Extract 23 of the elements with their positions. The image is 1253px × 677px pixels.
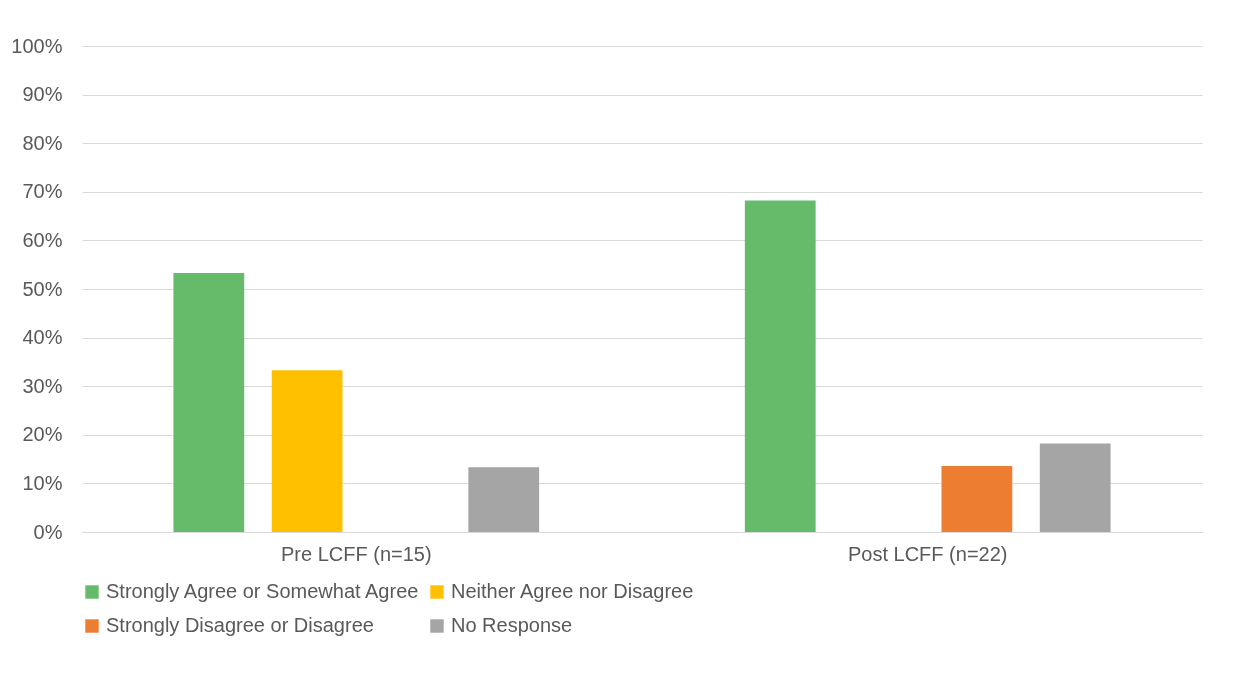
bar — [468, 467, 540, 532]
bar — [744, 200, 816, 532]
y-tick-label: 0% — [33, 520, 63, 543]
y-tick-label: 10% — [22, 471, 63, 494]
x-tick-label: Pre LCFF (n=15) — [280, 542, 432, 565]
bar — [271, 370, 343, 532]
bar — [941, 465, 1013, 532]
y-tick-label: 70% — [22, 180, 63, 203]
bar — [1039, 443, 1111, 532]
y-tick-label: 30% — [22, 374, 63, 397]
legend-label: No Response — [451, 614, 573, 636]
y-tick-label: 100% — [11, 34, 63, 57]
y-tick-label: 80% — [22, 131, 63, 154]
y-tick-label: 20% — [22, 423, 63, 446]
y-tick-label: 50% — [22, 277, 63, 300]
legend-label: Neither Agree nor Disagree — [451, 580, 694, 602]
bar — [173, 272, 245, 532]
y-tick-label: 60% — [22, 228, 63, 251]
legend-label: Strongly Agree or Somewhat Agree — [106, 580, 419, 602]
y-tick-label: 40% — [22, 326, 63, 349]
legend-label: Strongly Disagree or Disagree — [106, 614, 374, 636]
x-tick-label: Post LCFF (n=22) — [847, 542, 1008, 565]
y-tick-label: 90% — [22, 83, 63, 106]
